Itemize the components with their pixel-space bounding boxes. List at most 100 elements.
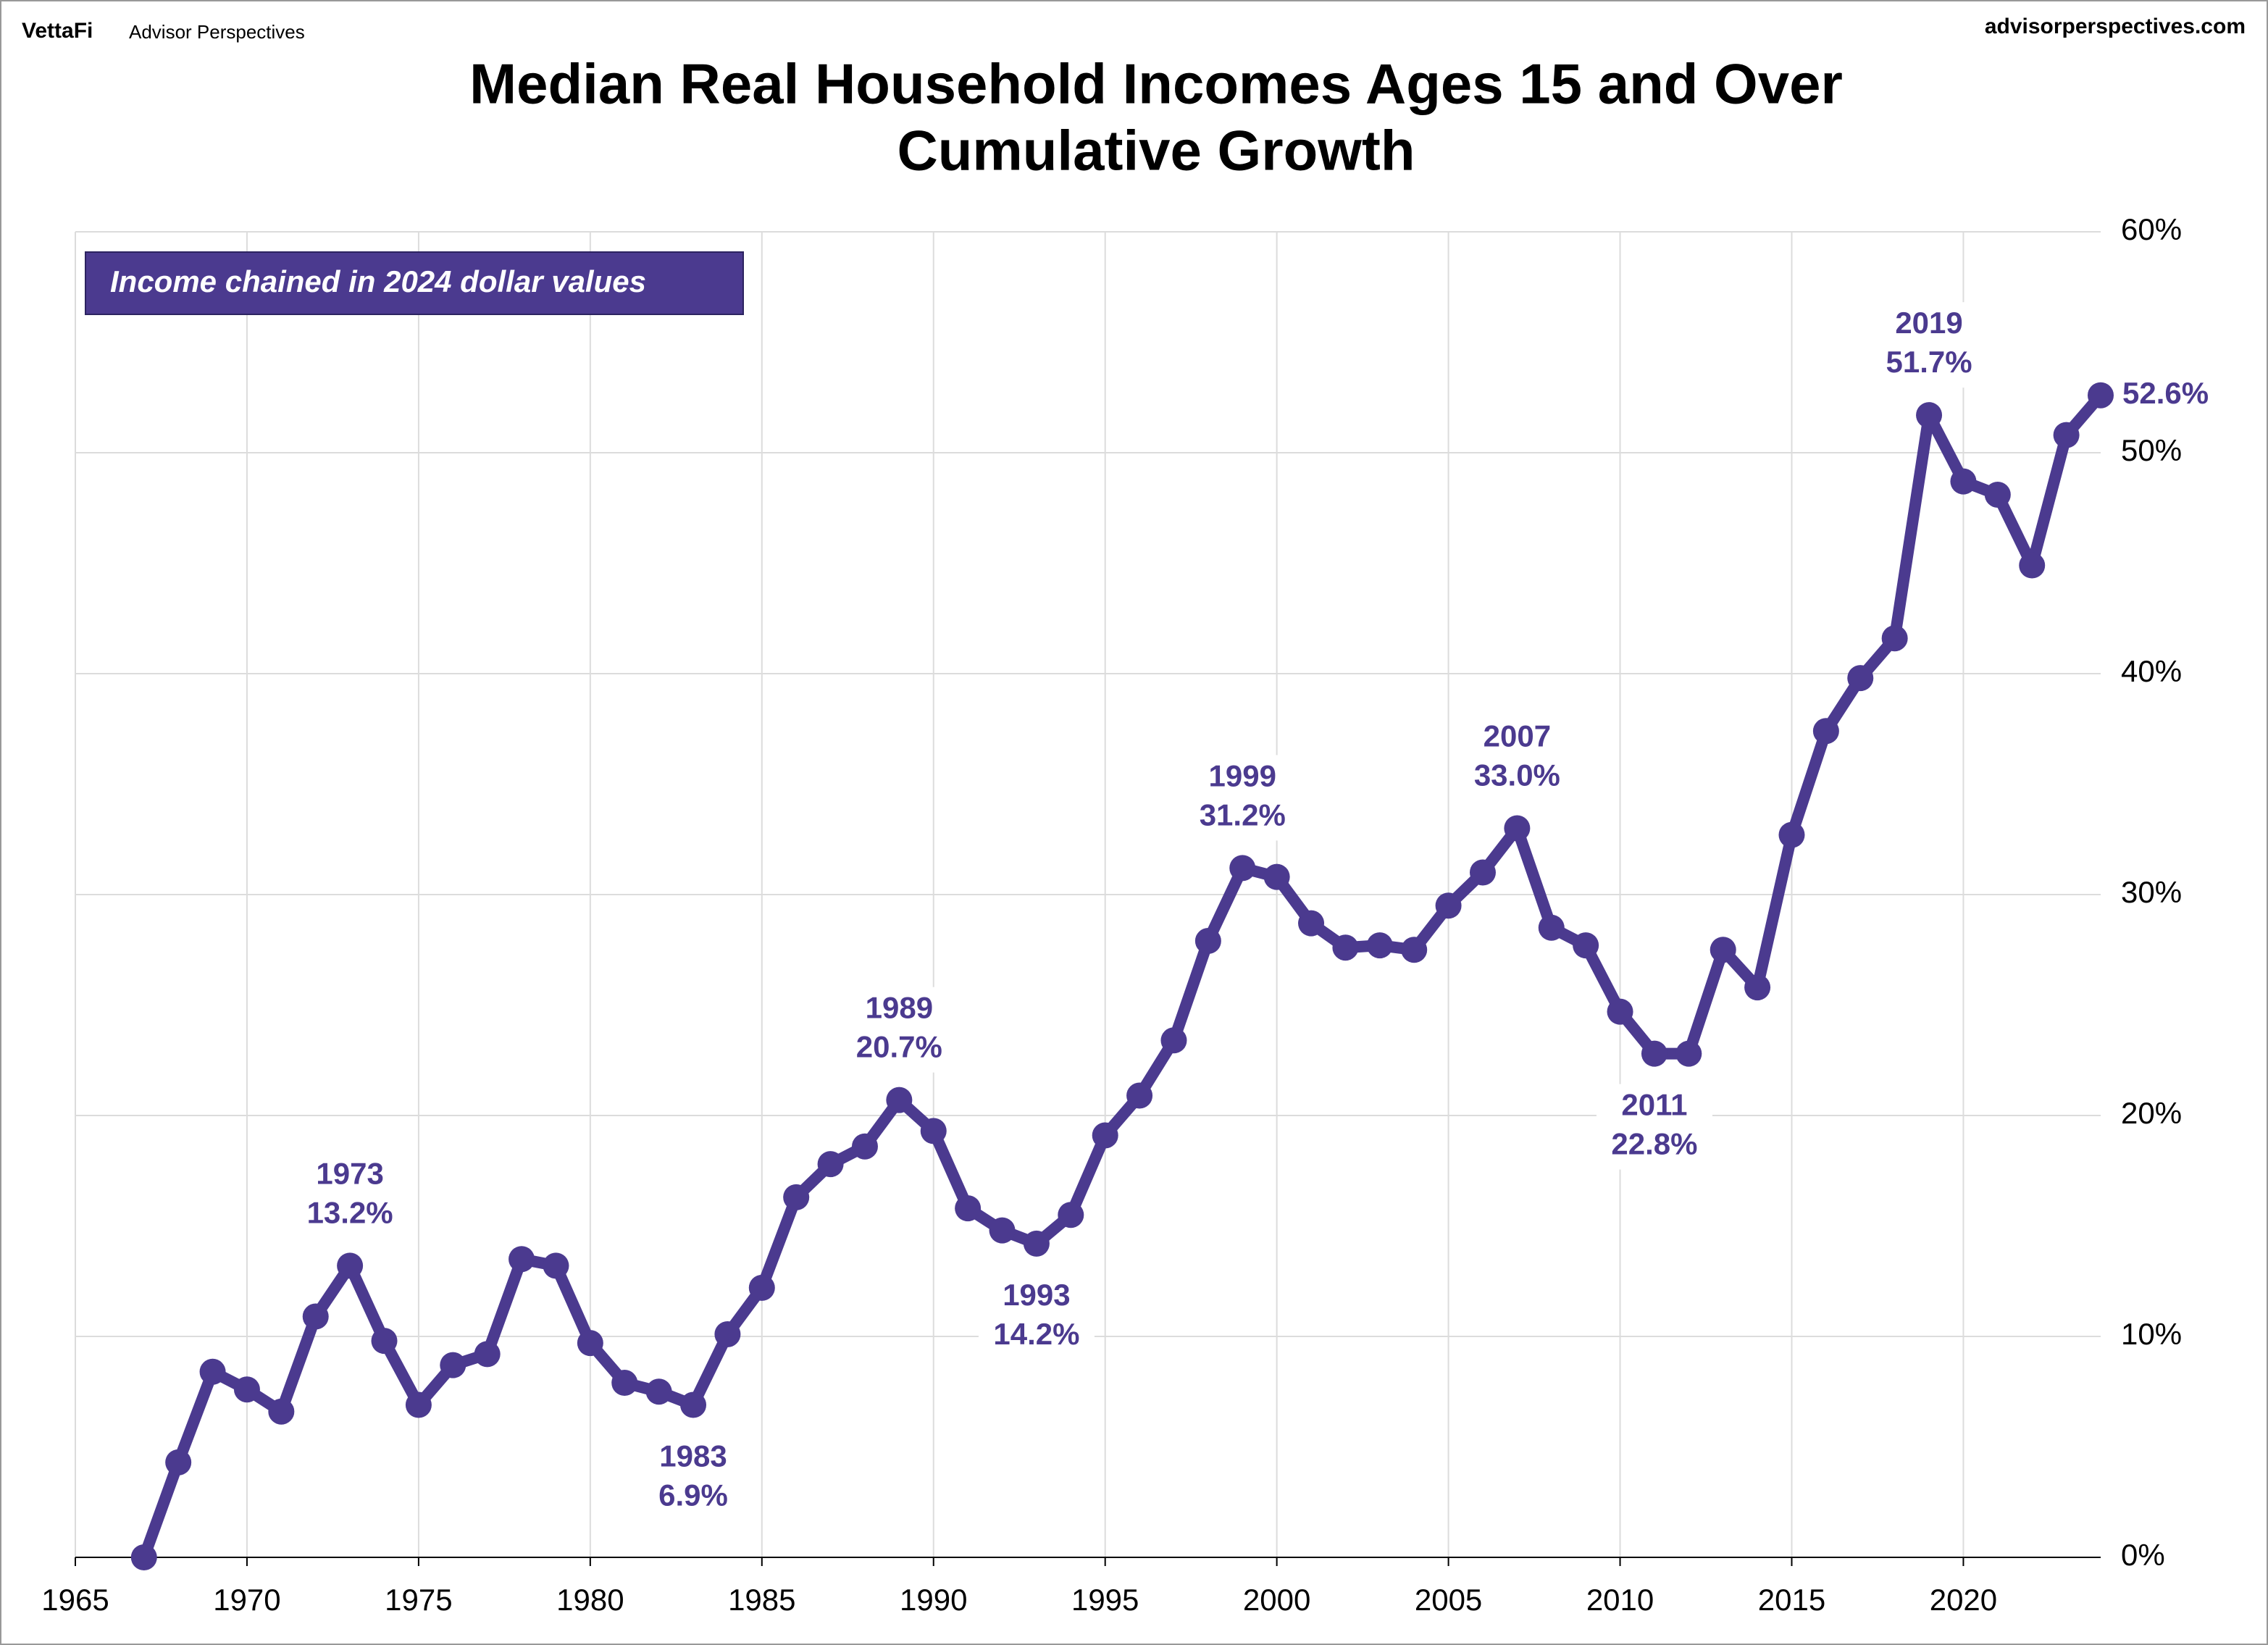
x-tick-label: 2015: [1758, 1583, 1825, 1617]
annotation-value: 31.2%: [1200, 798, 1286, 832]
end-label: 52.6%: [2122, 376, 2209, 410]
point: [1023, 1230, 1050, 1257]
x-tick-label: 2005: [1415, 1583, 1482, 1617]
annotation-bg: [1596, 1084, 1712, 1170]
point: [1229, 855, 1256, 882]
annotation-bg: [1871, 302, 1988, 388]
point: [851, 1133, 878, 1160]
point: [1332, 934, 1359, 961]
point: [1881, 625, 1908, 652]
point: [1469, 859, 1496, 886]
annotation-bg: [1459, 715, 1576, 801]
annotation-value: 22.8%: [1611, 1127, 1697, 1161]
annotation-label: 1999: [1209, 758, 1276, 792]
point: [1058, 1202, 1084, 1228]
y-tick-label: 50%: [2121, 433, 2182, 467]
point: [783, 1184, 810, 1210]
point: [405, 1391, 432, 1418]
annotation-label: 2019: [1895, 306, 1962, 340]
annotation-label: 1973: [316, 1156, 383, 1190]
point: [1675, 1040, 1702, 1067]
chart-title: Median Real Household Incomes Ages 15 an…: [469, 52, 1843, 116]
point: [680, 1391, 707, 1418]
site: advisorperspectives.com: [1985, 14, 2246, 38]
annotation-value: 51.7%: [1886, 345, 1972, 379]
point: [1092, 1122, 1118, 1149]
point: [371, 1328, 398, 1355]
point: [1366, 932, 1393, 959]
plot: 0% 10% 20% 30% 40% 50% 60% 1965 1970 1975 1980 1985…: [41, 212, 2209, 1617]
x-tick-label: 1980: [556, 1583, 624, 1617]
x-tick-label: 1985: [728, 1583, 795, 1617]
note: Income chained in 2024 dollar values: [110, 264, 646, 298]
y-tick-label: 10%: [2121, 1317, 2182, 1351]
y-tick-label: 30%: [2121, 875, 2182, 909]
point: [611, 1370, 638, 1397]
point: [233, 1376, 260, 1403]
annotation-bg: [978, 1273, 1095, 1360]
point: [1950, 468, 1977, 495]
point: [2088, 382, 2114, 409]
annotation-bg: [292, 1152, 409, 1239]
x-tick-label: 1970: [213, 1583, 280, 1617]
point: [440, 1352, 466, 1378]
y-tick-label: 20%: [2121, 1096, 2182, 1130]
point: [1435, 892, 1462, 919]
brand: VettaFi: [22, 19, 93, 43]
x-tick-label: 1995: [1071, 1583, 1139, 1617]
point: [920, 1118, 947, 1144]
annotation-value: 14.2%: [993, 1317, 1079, 1351]
point: [1263, 863, 1290, 890]
brand-sub: Advisor Perspectives: [129, 21, 305, 43]
x-tick-label: 2020: [1930, 1583, 1997, 1617]
point: [302, 1303, 329, 1330]
point: [474, 1341, 501, 1368]
annotation-label: 1983: [659, 1439, 727, 1473]
point: [1126, 1082, 1153, 1109]
annotation-bg: [635, 1435, 752, 1521]
point: [1504, 815, 1531, 842]
annotation-value: 6.9%: [658, 1478, 728, 1512]
point: [1916, 402, 1943, 429]
annotation-value: 33.0%: [1474, 758, 1560, 792]
point: [1812, 718, 1839, 745]
point: [165, 1449, 192, 1476]
annotation-label: 2007: [1484, 719, 1551, 753]
y-tick-label: 0%: [2121, 1538, 2165, 1572]
point: [2053, 422, 2080, 448]
point: [714, 1320, 741, 1347]
point: [577, 1330, 603, 1357]
point: [817, 1151, 844, 1178]
point: [1194, 928, 1221, 955]
point: [543, 1252, 569, 1279]
chart-subtitle: Cumulative Growth: [897, 119, 1415, 183]
point: [955, 1195, 982, 1222]
annotation-bg: [841, 987, 958, 1073]
annotation-value: 20.7%: [856, 1030, 942, 1064]
note-box: [85, 251, 744, 315]
x-tick-label: 1990: [900, 1583, 967, 1617]
point: [748, 1274, 775, 1301]
point: [130, 1544, 157, 1570]
point: [886, 1087, 913, 1113]
annotation-value: 13.2%: [307, 1195, 393, 1229]
point: [509, 1246, 535, 1273]
annotation-bg: [1184, 755, 1301, 841]
point: [1538, 914, 1565, 941]
line: [138, 391, 2106, 1560]
annotation-label: 2011: [1621, 1088, 1687, 1122]
point: [645, 1378, 672, 1405]
point: [1984, 481, 2011, 508]
point: [2019, 552, 2046, 579]
point: [1641, 1040, 1667, 1067]
point: [1710, 937, 1736, 963]
point: [1847, 665, 1874, 692]
annotation-label: 1989: [866, 991, 933, 1025]
point: [1160, 1027, 1187, 1054]
y-tick-label: 60%: [2121, 212, 2182, 246]
annotation-label: 1993: [1003, 1278, 1070, 1312]
point: [268, 1398, 295, 1425]
